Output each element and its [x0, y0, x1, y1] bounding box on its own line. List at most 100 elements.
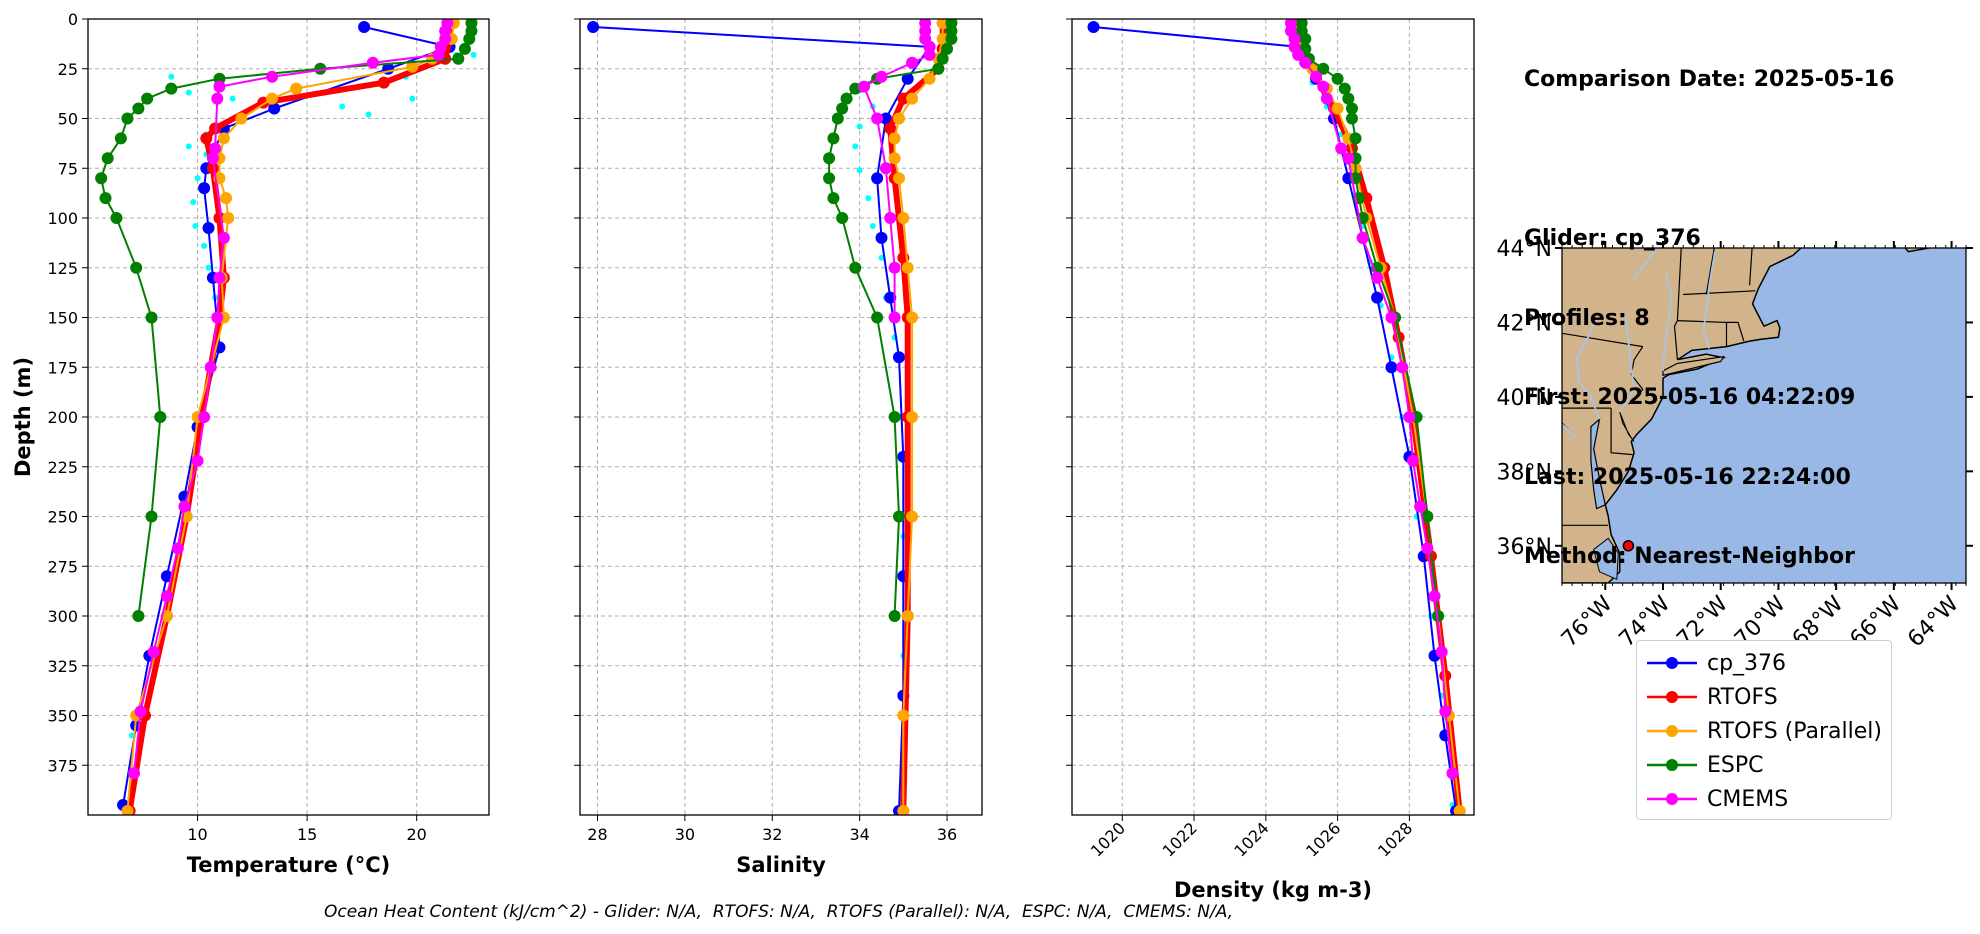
- data-point-cmems: [858, 80, 871, 93]
- x-tick-label: 1022: [1159, 818, 1201, 860]
- data-point-cmems: [888, 261, 901, 274]
- data-point-espc: [458, 42, 471, 55]
- data-point-espc: [1299, 32, 1312, 45]
- y-tick-label: 250: [47, 508, 78, 527]
- data-point-cmems: [147, 645, 160, 658]
- glider-name: Glider: cp_376: [1524, 226, 1701, 251]
- glider-profile-point: [869, 222, 876, 229]
- data-point-rtofs-parallel: [220, 192, 233, 205]
- data-point-espc: [827, 132, 840, 145]
- glider-profile-point: [865, 195, 872, 202]
- comparison-date: Comparison Date: 2025-05-16: [1524, 67, 1895, 92]
- data-point-rtofs-parallel: [1453, 805, 1466, 815]
- river: [1702, 251, 1716, 349]
- data-point-espc: [145, 311, 158, 324]
- data-point-cp-376: [202, 221, 215, 234]
- data-point-cmems: [366, 56, 379, 69]
- legend-swatch: [1647, 725, 1697, 737]
- data-point-espc: [1349, 132, 1362, 145]
- data-point-espc: [888, 610, 901, 622]
- glider-profile-point: [194, 175, 201, 182]
- data-point-cmems: [128, 767, 141, 780]
- state-border: [1627, 346, 1644, 405]
- glider-profile-point: [470, 51, 477, 58]
- y-tick-label: 50: [58, 110, 78, 129]
- data-point-rtofs: [377, 76, 390, 89]
- data-point-rtofs-parallel: [888, 152, 901, 165]
- x-axis-label: Salinity: [736, 853, 826, 877]
- profile-count: Profiles: 8: [1524, 305, 1650, 331]
- y-axis-label: Depth (m): [11, 357, 35, 477]
- x-tick-label: 36: [937, 825, 957, 844]
- data-point-espc: [831, 112, 844, 125]
- data-point-cmems: [160, 590, 173, 603]
- glider-profile-point: [201, 242, 208, 249]
- data-point-rtofs: [884, 122, 897, 135]
- data-point-cmems: [1446, 767, 1459, 780]
- data-point-cmems: [923, 48, 936, 61]
- data-point-espc: [154, 411, 167, 423]
- x-tick-label: 28: [587, 825, 607, 844]
- data-point-cmems: [217, 231, 230, 244]
- y-tick-label: 300: [47, 607, 78, 626]
- data-point-cmems: [1335, 142, 1348, 155]
- data-point-espc: [130, 261, 143, 274]
- glider-profile-point: [229, 95, 236, 102]
- data-point-cmems: [209, 142, 222, 155]
- data-point-cp-376: [1371, 291, 1384, 304]
- data-point-cmems: [1406, 454, 1419, 467]
- legend-swatch: [1647, 657, 1697, 669]
- data-point-cp-376: [901, 72, 914, 85]
- data-point-rtofs-parallel: [906, 411, 919, 423]
- x-tick-label: 10: [187, 825, 207, 844]
- state-border: [1683, 290, 1756, 296]
- river: [1618, 314, 1636, 413]
- river: [1633, 248, 1658, 279]
- legend-item-cp-376: cp_376: [1637, 647, 1891, 681]
- data-point-espc: [941, 42, 954, 55]
- data-point-cp-376: [358, 20, 371, 33]
- glider-profile-point: [185, 89, 192, 96]
- y-tick-label: 225: [47, 458, 78, 477]
- data-point-espc: [1345, 102, 1358, 115]
- glider-profile-point: [190, 199, 197, 206]
- y-tick-label: 175: [47, 358, 78, 377]
- ocean-heat-content-footer: Ocean Heat Content (kJ/cm^2) - Glider: N…: [324, 902, 1234, 922]
- map-area: [1562, 248, 1966, 583]
- glider-profile-point: [192, 222, 199, 229]
- data-point-espc: [1432, 610, 1445, 622]
- data-point-espc: [932, 62, 945, 75]
- data-point-cmems: [211, 92, 224, 105]
- data-point-espc: [945, 32, 958, 45]
- river: [1562, 423, 1578, 439]
- data-point-rtofs-parallel: [897, 709, 910, 722]
- data-point-espc: [114, 132, 127, 145]
- data-point-espc: [99, 192, 112, 205]
- state-border: [1562, 332, 1643, 348]
- legend-swatch: [1647, 793, 1697, 805]
- data-point-espc: [888, 411, 901, 423]
- glider-profile-point: [856, 167, 863, 174]
- data-point-rtofs-parallel: [901, 261, 914, 274]
- data-point-rtofs-parallel: [266, 92, 279, 105]
- data-point-rtofs-parallel: [290, 82, 303, 95]
- data-point-cmems: [191, 454, 204, 467]
- lat-tick-label: 36°N: [1497, 535, 1552, 560]
- y-tick-label: 25: [58, 60, 78, 79]
- data-point-cp-376: [875, 231, 888, 244]
- legend-label: RTOFS (Parallel): [1707, 719, 1882, 744]
- data-point-cmems: [211, 311, 224, 324]
- data-point-espc: [145, 510, 158, 523]
- glider-profile-point: [168, 73, 175, 80]
- data-point-cp-376: [1087, 20, 1100, 33]
- data-point-cmems: [198, 411, 211, 423]
- data-point-espc: [314, 62, 327, 75]
- data-point-cp-376: [892, 351, 905, 364]
- data-point-espc: [141, 92, 154, 105]
- data-point-rtofs-parallel: [901, 610, 914, 622]
- data-point-rtofs-parallel: [892, 112, 905, 125]
- data-point-rtofs-parallel: [235, 112, 248, 125]
- data-point-espc: [121, 112, 134, 125]
- data-point-rtofs-parallel: [906, 311, 919, 324]
